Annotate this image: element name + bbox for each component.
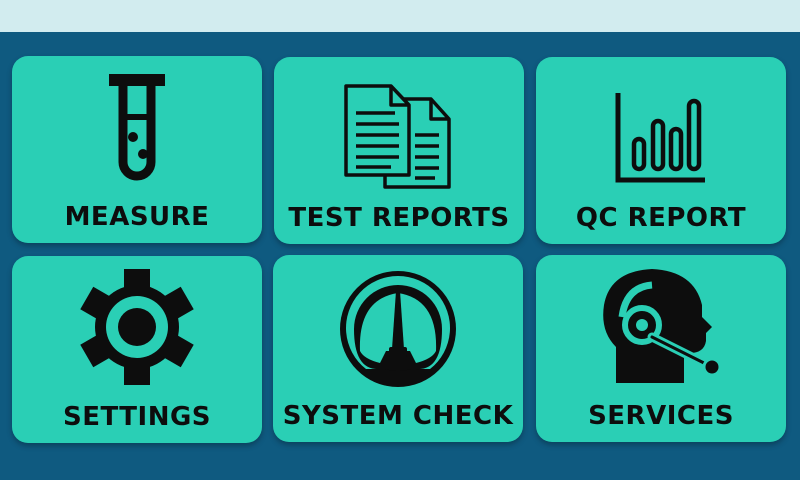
settings-label: SETTINGS: [62, 402, 212, 432]
gear-icon: [80, 269, 194, 385]
measure-label: MEASURE: [64, 202, 210, 232]
services-label: SERVICES: [588, 401, 734, 431]
gauge-icon: [340, 271, 456, 387]
documents-icon: [344, 84, 451, 189]
settings-tile[interactable]: SETTINGS: [12, 256, 262, 443]
test-tube-icon: [109, 74, 165, 181]
qc-report-tile[interactable]: QC REPORT: [536, 57, 786, 244]
qc-report-label: QC REPORT: [575, 203, 747, 233]
top-status-bar: [0, 0, 800, 32]
test-reports-tile[interactable]: TEST REPORTS: [274, 57, 524, 244]
bar-chart-icon: [615, 93, 705, 183]
system-check-label: SYSTEM CHECK: [282, 401, 514, 431]
services-tile[interactable]: SERVICES: [536, 255, 786, 442]
test-reports-label: TEST REPORTS: [288, 203, 510, 233]
support-agent-icon: [603, 269, 722, 383]
system-check-tile[interactable]: SYSTEM CHECK: [273, 255, 523, 442]
measure-tile[interactable]: MEASURE: [12, 56, 262, 243]
